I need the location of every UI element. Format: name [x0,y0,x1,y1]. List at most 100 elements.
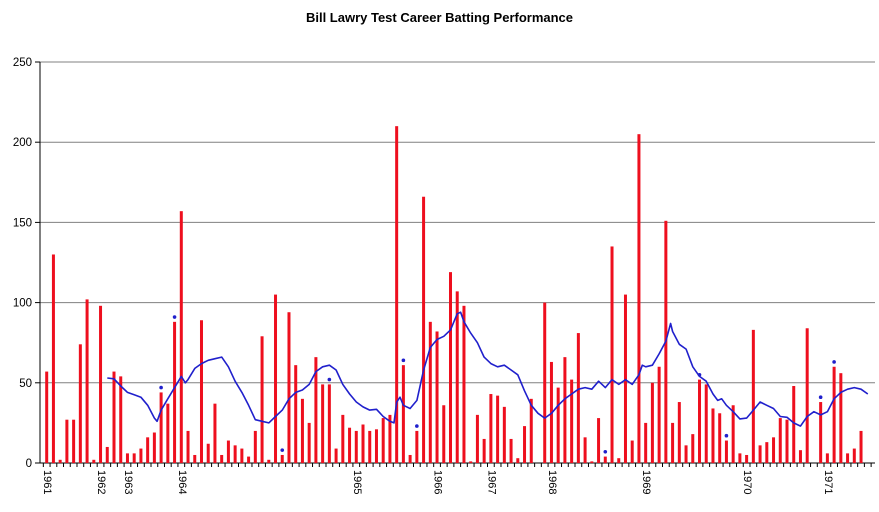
not-out-marker [832,360,836,364]
bar-innings-46 [348,427,352,463]
x-axis-year-label-1969: 1969 [640,470,652,494]
bar-innings-92 [657,366,661,463]
bar-innings-32 [253,430,257,463]
bar-innings-100 [711,408,715,463]
x-axis-year-label-1965: 1965 [351,470,363,494]
bar-innings-108 [765,442,769,463]
not-out-marker [327,377,332,382]
bar-innings-57 [422,196,426,463]
bar-innings-86 [617,458,621,463]
x-axis-year-label-1971: 1971 [822,470,834,494]
bar-innings-41 [314,357,318,463]
bar-innings-55 [408,454,412,463]
bar-innings-15 [139,448,143,463]
bar-innings-30 [240,448,244,463]
bar-innings-80 [576,333,580,463]
y-axis-label-100: 100 [13,298,32,310]
bar-innings-121 [852,448,856,463]
not-out-marker [280,448,285,452]
y-axis-label-150: 150 [13,217,32,229]
bar-innings-120 [846,453,850,463]
bar-innings-75 [543,302,547,463]
not-out-marker [603,449,608,454]
bar-innings-37 [287,312,291,463]
bar-innings-82 [590,461,594,463]
bar-innings-10 [105,446,109,463]
bar-innings-12 [119,376,123,463]
bar-innings-35 [274,294,278,463]
bar-innings-24 [199,320,203,463]
bar-innings-89 [637,134,641,463]
bar-innings-51 [381,418,385,463]
y-axis-label-50: 50 [19,378,32,390]
bar-innings-21 [179,211,183,463]
bar-innings-79 [570,379,574,463]
x-axis-year-label-1970: 1970 [741,470,753,494]
bar-innings-65 [475,414,479,463]
bar-innings-71 [516,458,520,463]
bar-innings-83 [597,418,601,463]
bar-innings-9 [99,305,103,463]
bar-innings-18 [159,392,163,463]
bar-innings-2 [51,254,55,463]
bar-innings-112 [792,386,796,463]
bar-innings-45 [341,414,345,463]
bar-innings-111 [785,419,789,463]
bar-innings-107 [758,445,762,463]
bar-innings-90 [644,422,648,463]
bar-innings-44 [334,448,338,463]
y-axis-label-200: 200 [13,137,32,149]
bar-innings-67 [489,394,493,463]
bar-innings-104 [738,453,742,463]
bar-innings-17 [152,432,156,463]
bar-innings-105 [745,454,749,463]
bar-innings-8 [92,459,96,463]
bar-innings-13 [125,453,129,463]
bar-innings-116 [819,402,823,463]
bar-innings-122 [859,430,863,463]
running-average-line [107,311,869,427]
bar-innings-38 [294,365,298,463]
bar-innings-49 [368,430,372,463]
bar-innings-43 [327,384,331,463]
bar-innings-66 [482,438,486,463]
bar-innings-36 [280,454,284,463]
bar-innings-78 [563,357,567,463]
bar-innings-25 [206,443,210,463]
bar-innings-7 [85,299,89,463]
bar-innings-56 [415,430,419,463]
bar-innings-113 [798,450,802,463]
bar-innings-103 [731,405,735,463]
bar-innings-53 [395,126,399,463]
not-out-marker [159,385,163,390]
y-axis-label-0: 0 [26,458,32,470]
not-out-marker [818,395,823,400]
bar-innings-84 [603,456,607,463]
bar-innings-96 [684,445,688,463]
bar-innings-28 [226,440,230,463]
x-axis-year-label-1967: 1967 [485,470,497,494]
bar-innings-70 [509,438,513,463]
not-out-marker [401,358,406,363]
not-out-marker [724,433,729,438]
bar-innings-29 [233,445,237,463]
bar-innings-23 [193,454,197,463]
bar-innings-33 [260,336,264,463]
x-axis-year-label-1961: 1961 [41,470,53,494]
bar-innings-5 [72,419,76,463]
bar-innings-87 [623,294,627,463]
not-out-marker [172,315,177,319]
bar-innings-72 [523,426,527,463]
bar-innings-4 [65,419,69,463]
bar-innings-59 [435,331,439,463]
x-axis-year-label-1968: 1968 [546,470,558,494]
bar-innings-102 [724,440,728,463]
bar-innings-20 [173,321,177,463]
bar-innings-69 [502,406,506,463]
bar-innings-118 [832,366,836,463]
bar-innings-47 [354,430,358,463]
bar-innings-39 [300,398,304,463]
bar-innings-19 [166,403,170,463]
